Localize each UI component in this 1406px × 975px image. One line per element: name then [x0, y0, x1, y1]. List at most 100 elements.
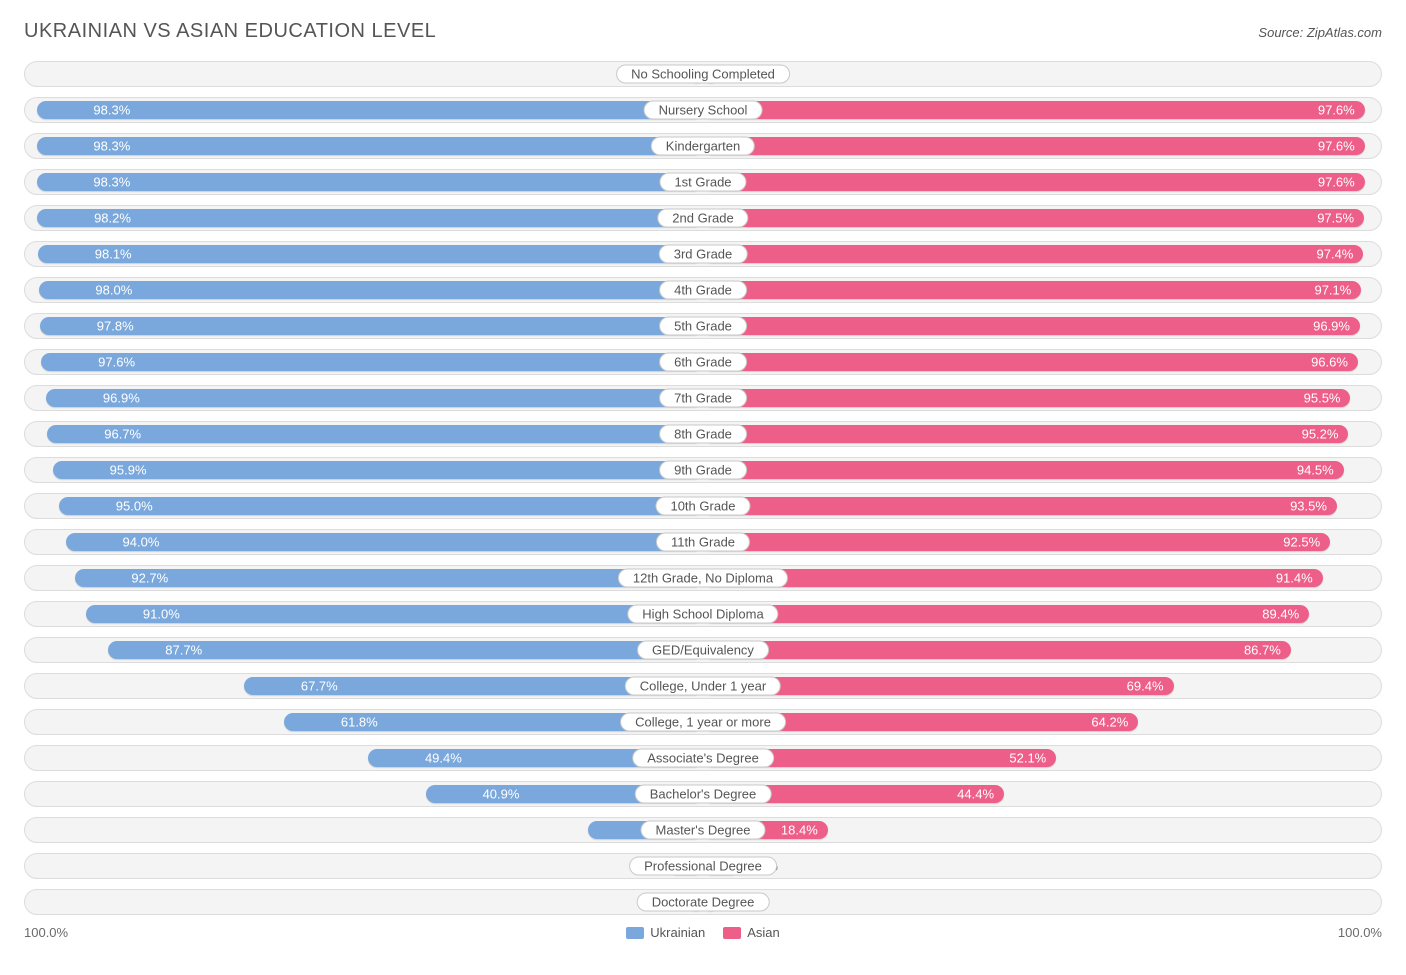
chart-row: 97.6%96.6%6th Grade [24, 349, 1382, 375]
bar-left [37, 101, 703, 119]
chart-footer: 100.0% Ukrainian Asian 100.0% [24, 925, 1382, 940]
bar-left [66, 533, 703, 551]
bar-left [37, 209, 703, 227]
value-right: 93.5% [1290, 499, 1337, 514]
bar-right [703, 353, 1358, 371]
legend-swatch-left [626, 927, 644, 939]
chart-row: 96.9% 95.5% 7th Grade [24, 385, 1382, 411]
chart-row: 91.0% 89.4% High School Diploma [24, 601, 1382, 627]
chart-row: 95.0% 93.5% 10th Grade [24, 493, 1382, 519]
bar-left [46, 389, 703, 407]
category-label: College, 1 year or more [620, 713, 786, 732]
bar-left [37, 173, 703, 191]
value-left: 94.0% [113, 535, 160, 550]
value-right: 92.5% [1283, 535, 1330, 550]
bar-left [40, 317, 703, 335]
bar-right [703, 137, 1365, 155]
value-right: 64.2% [1091, 715, 1138, 730]
bar-left [37, 137, 703, 155]
value-left: 96.9% [93, 391, 140, 406]
value-right: 95.2% [1302, 427, 1349, 442]
value-right: 97.6% [1318, 103, 1365, 118]
bar-right [703, 245, 1363, 263]
category-label: Associate's Degree [632, 749, 774, 768]
category-label: Kindergarten [651, 137, 755, 156]
chart-title: UKRAINIAN VS ASIAN EDUCATION LEVEL [24, 20, 436, 43]
value-right: 97.5% [1317, 211, 1364, 226]
legend-item-left: Ukrainian [626, 925, 705, 940]
value-right: 96.6% [1311, 355, 1358, 370]
chart-row: 98.1% 97.4% 3rd Grade [24, 241, 1382, 267]
category-label: GED/Equivalency [637, 641, 769, 660]
diverging-bar-chart: 1.8%2.4%No Schooling Completed98.3%97.6%… [24, 61, 1382, 915]
chart-row: 98.3%97.6%Kindergarten [24, 133, 1382, 159]
category-label: 2nd Grade [657, 209, 748, 228]
category-label: Master's Degree [641, 821, 766, 840]
value-left: 67.7% [291, 679, 338, 694]
category-label: 3rd Grade [659, 245, 748, 264]
chart-row: 97.8%96.9%5th Grade [24, 313, 1382, 339]
category-label: 7th Grade [659, 389, 747, 408]
category-label: 1st Grade [659, 173, 746, 192]
category-label: College, Under 1 year [625, 677, 781, 696]
value-left: 98.2% [84, 211, 131, 226]
value-left: 61.8% [331, 715, 378, 730]
bar-right [703, 101, 1365, 119]
bar-right [703, 317, 1360, 335]
value-left: 49.4% [415, 751, 462, 766]
value-left: 98.3% [83, 103, 130, 118]
category-label: Doctorate Degree [637, 893, 770, 912]
value-right: 52.1% [1009, 751, 1056, 766]
value-right: 97.1% [1314, 283, 1361, 298]
bar-right [703, 461, 1344, 479]
value-left: 95.9% [100, 463, 147, 478]
value-left: 92.7% [121, 571, 168, 586]
chart-row: 67.7% 69.4% College, Under 1 year [24, 673, 1382, 699]
bar-right [703, 569, 1323, 587]
value-left: 87.7% [155, 643, 202, 658]
bar-right [703, 389, 1350, 407]
value-right: 69.4% [1127, 679, 1174, 694]
chart-row: 40.9%44.4%Bachelor's Degree [24, 781, 1382, 807]
bar-left [41, 353, 703, 371]
value-right: 89.4% [1262, 607, 1309, 622]
chart-row: 96.7%95.2%8th Grade [24, 421, 1382, 447]
value-left: 91.0% [133, 607, 180, 622]
chart-source: Source: ZipAtlas.com [1258, 25, 1382, 40]
bar-right [703, 281, 1361, 299]
category-label: 9th Grade [659, 461, 747, 480]
axis-label-left: 100.0% [24, 925, 68, 940]
value-left: 98.0% [85, 283, 132, 298]
legend-swatch-right [723, 927, 741, 939]
value-right: 91.4% [1276, 571, 1323, 586]
chart-row: 16.9%18.4%Master's Degree [24, 817, 1382, 843]
legend-label-left: Ukrainian [650, 925, 705, 940]
chart-row: 87.7% 86.7% GED/Equivalency [24, 637, 1382, 663]
category-label: High School Diploma [627, 605, 778, 624]
bar-right [703, 209, 1364, 227]
value-right: 95.5% [1304, 391, 1351, 406]
chart-row: 94.0% 92.5% 11th Grade [24, 529, 1382, 555]
bar-right [703, 605, 1309, 623]
chart-row: 98.3%97.6%Nursery School [24, 97, 1382, 123]
value-left: 95.0% [106, 499, 153, 514]
source-label: Source: [1258, 25, 1303, 40]
category-label: 12th Grade, No Diploma [618, 569, 788, 588]
value-left: 98.1% [85, 247, 132, 262]
value-left: 98.3% [83, 139, 130, 154]
bar-right [703, 533, 1330, 551]
value-right: 97.4% [1317, 247, 1364, 262]
bar-right [703, 425, 1348, 443]
bar-left [75, 569, 704, 587]
chart-row: 61.8% 64.2% College, 1 year or more [24, 709, 1382, 735]
value-right: 86.7% [1244, 643, 1291, 658]
value-right: 96.9% [1313, 319, 1360, 334]
category-label: 11th Grade [656, 533, 750, 552]
category-label: Professional Degree [629, 857, 777, 876]
value-left: 97.6% [88, 355, 135, 370]
bar-left [47, 425, 703, 443]
category-label: 10th Grade [655, 497, 750, 516]
bar-left [38, 245, 703, 263]
value-left: 96.7% [94, 427, 141, 442]
chart-row: 98.2% 97.5% 2nd Grade [24, 205, 1382, 231]
